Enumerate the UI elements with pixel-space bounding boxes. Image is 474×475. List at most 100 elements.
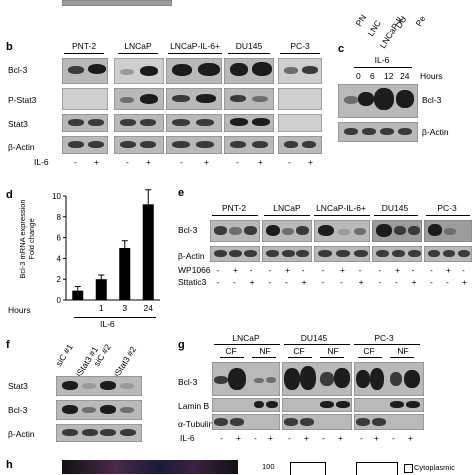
e-treat2-sign: - <box>268 277 272 287</box>
e-treat1-sign: - <box>411 265 415 275</box>
panel-d-label: d <box>6 189 13 201</box>
e-treat1-sign: + <box>285 265 290 275</box>
panel-g-label: g <box>178 339 185 351</box>
e-treat1-sign: + <box>233 265 238 275</box>
b-blot <box>62 114 108 132</box>
b-blot <box>278 114 322 132</box>
top-blot-strip <box>62 0 172 6</box>
d-ytick-label: 4 <box>57 254 62 263</box>
e-treat1-sign: - <box>301 265 305 275</box>
g-treat-sign: + <box>338 433 343 443</box>
d-hours-label: Hours <box>8 305 31 315</box>
panel-c-label: c <box>338 43 345 55</box>
d-xtick-label: 1 <box>99 303 104 313</box>
e-treat1-sign: - <box>378 265 382 275</box>
b-blot <box>224 88 274 110</box>
c-blot <box>338 122 418 142</box>
e-treat2-sign: - <box>285 277 288 287</box>
b-group-header: PC-3 <box>290 41 310 51</box>
e-treat1-sign: + <box>395 265 400 275</box>
b-blot <box>278 136 322 154</box>
b-group-header: LNCaP-IL-6+ <box>170 41 220 51</box>
e-treat2-sign: - <box>321 277 325 287</box>
e-treat1-sign: - <box>462 265 465 275</box>
e-treat1-sign: + <box>340 265 345 275</box>
b-treat-label: IL-6 <box>34 157 49 167</box>
b-blot <box>278 88 322 110</box>
c-hours-label: Hours <box>420 71 443 81</box>
e-treat2-sign: - <box>395 277 398 287</box>
b-group-header: PNT-2 <box>71 41 97 51</box>
e-row-label: β-Actin <box>178 251 205 261</box>
c-row-label: Bcl-3 <box>422 95 442 105</box>
e-treat2-sign: - <box>446 277 449 287</box>
e-treat2-sign: - <box>340 277 343 287</box>
g-treat-sign: - <box>220 433 223 443</box>
e-treat2-sign: + <box>462 277 467 287</box>
b-blot <box>166 114 222 132</box>
g-treat-sign: + <box>268 433 273 443</box>
d-bar <box>72 290 84 300</box>
e-treat2-sign: - <box>378 277 382 287</box>
e-treat2-sign: - <box>216 277 220 287</box>
d-bar <box>142 204 154 300</box>
b-blot <box>114 114 164 132</box>
g-treat-sign: + <box>408 433 413 443</box>
d-ytick-label: 10 <box>52 192 61 201</box>
e-treat1-sign: - <box>358 265 362 275</box>
e-treat1-sign: - <box>249 265 253 275</box>
d-xtick-label: 3 <box>122 303 127 313</box>
e-treat1-sign: - <box>321 265 325 275</box>
e-treat2-sign: - <box>233 277 236 287</box>
h-microscopy-image <box>62 460 238 474</box>
d-bar <box>95 279 107 300</box>
f-row-label: Stat3 <box>8 381 28 391</box>
panel-f-label: f <box>6 339 10 351</box>
g-treat-sign: + <box>374 433 379 443</box>
h-ytick: 100 <box>262 462 275 471</box>
g-treat-sign: + <box>236 433 241 443</box>
e-treat1-label: WP1066 <box>178 265 211 275</box>
b-row-label: P-Stat3 <box>8 95 37 105</box>
e-treat2-label: Sttatic3 <box>178 277 207 287</box>
b-blot <box>114 88 164 110</box>
e-treat1-sign: - <box>216 265 220 275</box>
d-xtick-label: 24 <box>144 303 154 313</box>
e-treat2-sign: + <box>358 277 364 287</box>
g-treat-sign: - <box>288 433 291 443</box>
g-row-label: Bcl-3 <box>178 377 198 387</box>
g-treat-sign: + <box>304 433 309 443</box>
b-group-header: DU145 <box>235 41 263 51</box>
h-legend-label: Cytoplasmic <box>414 463 455 472</box>
b-blot <box>166 88 222 110</box>
b-blot <box>224 136 274 154</box>
d-il6-label: IL-6 <box>100 319 115 329</box>
e-row-label: Bcl-3 <box>178 225 198 235</box>
e-treat1-sign: - <box>430 265 433 275</box>
d-ytick-label: 0 <box>57 296 62 305</box>
g-treat-label: IL-6 <box>180 433 195 443</box>
e-treat1-sign: - <box>268 265 272 275</box>
d-bar <box>119 248 131 300</box>
b-group-header: LNCaP <box>124 41 152 51</box>
b-row-label: Stat3 <box>8 119 28 129</box>
panel-b-label: b <box>6 41 13 53</box>
b-blot <box>166 136 222 154</box>
g-treat-sign: - <box>322 433 325 443</box>
g-row-label: α-Tubulin <box>178 419 214 429</box>
f-row-label: Bcl-3 <box>8 405 28 415</box>
c-header: IL-6 <box>374 55 390 65</box>
b-row-label: Bcl-3 <box>8 65 28 75</box>
e-treat2-sign: + <box>411 277 417 287</box>
d-ytick-label: 8 <box>57 213 62 222</box>
d-ytick-label: 6 <box>57 234 62 243</box>
g-row-label: Lamin B <box>178 401 210 411</box>
e-treat2-sign: - <box>430 277 433 287</box>
b-blot <box>62 136 108 154</box>
panel-h-label: h <box>6 459 13 471</box>
e-treat1-sign: + <box>446 265 451 275</box>
d-ytick-label: 2 <box>57 275 62 284</box>
b-blot <box>62 88 108 110</box>
h-legend-box <box>404 464 413 473</box>
g-treat-sign: - <box>254 433 257 443</box>
